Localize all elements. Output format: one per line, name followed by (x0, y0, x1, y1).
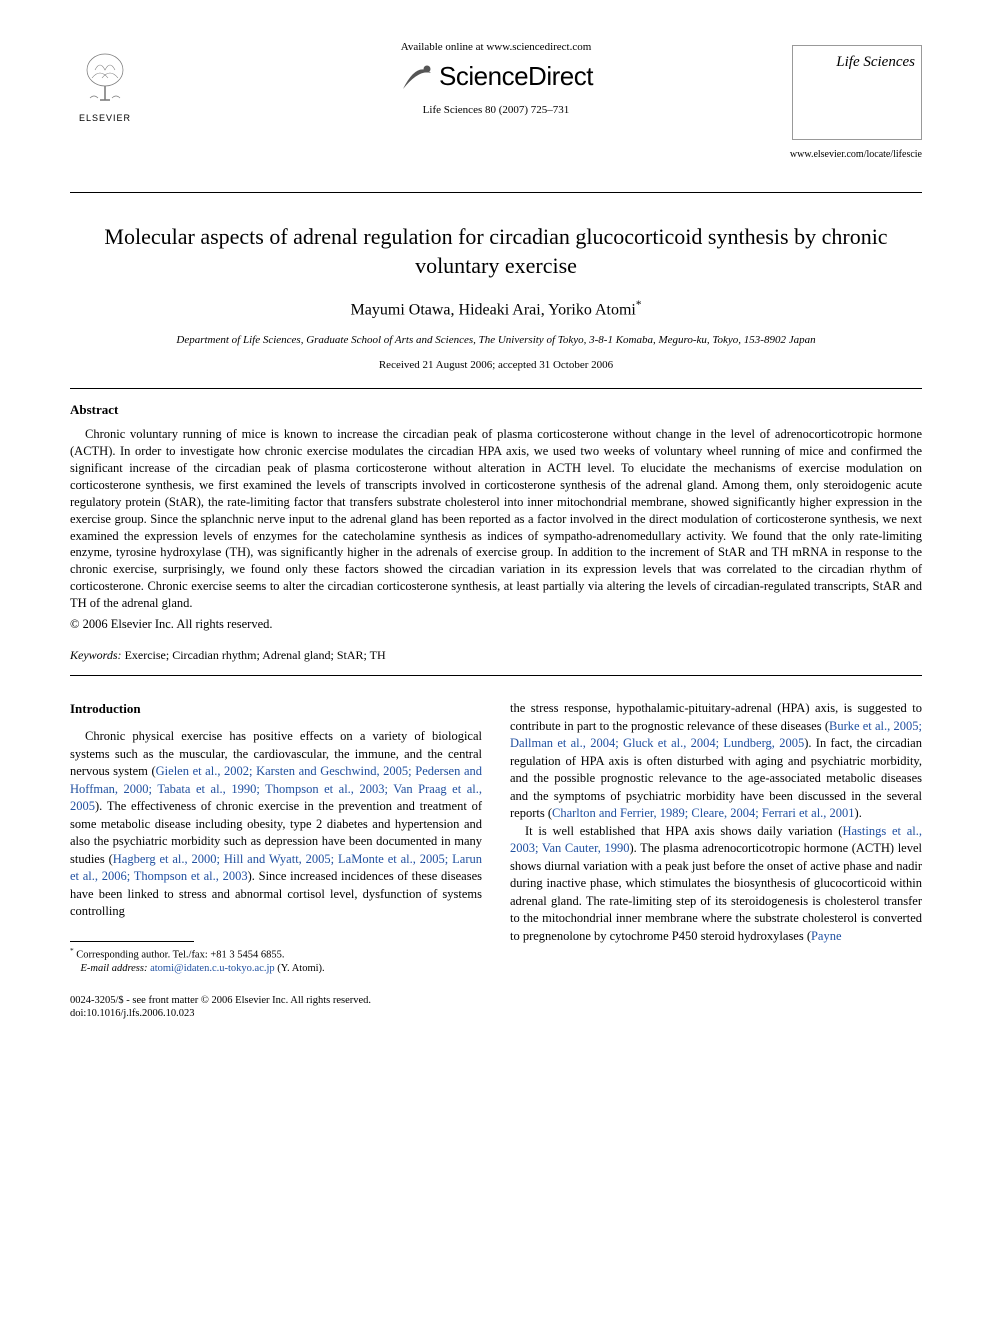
body-columns: Introduction Chronic physical exercise h… (70, 700, 922, 975)
keywords-label: Keywords: (70, 648, 122, 662)
affiliation: Department of Life Sciences, Graduate Sc… (70, 333, 922, 348)
journal-cover: Life Sciences (792, 45, 922, 140)
citation-line: Life Sciences 80 (2007) 725–731 (296, 103, 696, 118)
page-footer: 0024-3205/$ - see front matter © 2006 El… (70, 994, 922, 1021)
page-header: ELSEVIER Available online at www.science… (70, 40, 922, 180)
introduction-heading: Introduction (70, 700, 482, 718)
journal-title: Life Sciences (799, 52, 915, 72)
email-link[interactable]: atomi@idaten.c.u-tokyo.ac.jp (150, 963, 275, 974)
abstract-heading: Abstract (70, 401, 922, 419)
column-left: Introduction Chronic physical exercise h… (70, 700, 482, 975)
abstract-section: Abstract Chronic voluntary running of mi… (70, 401, 922, 663)
email-line: E-mail address: atomi@idaten.c.u-tokyo.a… (70, 962, 482, 976)
elsevier-label: ELSEVIER (70, 112, 140, 124)
citation-link[interactable]: Payne (811, 929, 842, 943)
authors-line: Mayumi Otawa, Hideaki Arai, Yoriko Atomi… (70, 298, 922, 321)
article-title: Molecular aspects of adrenal regulation … (70, 223, 922, 280)
email-attribution: (Y. Atomi). (277, 963, 324, 974)
abstract-copyright: © 2006 Elsevier Inc. All rights reserved… (70, 616, 922, 633)
sciencedirect-logo: ScienceDirect (296, 59, 696, 95)
footnote-rule (70, 941, 194, 942)
abstract-body: Chronic voluntary running of mice is kno… (70, 427, 922, 610)
journal-url: www.elsevier.com/locate/lifescie (790, 148, 922, 162)
intro-para-2: It is well established that HPA axis sho… (510, 823, 922, 946)
elsevier-tree-icon (80, 50, 130, 105)
intro-para-1: Chronic physical exercise has positive e… (70, 728, 482, 921)
footer-copyright: 0024-3205/$ - see front matter © 2006 El… (70, 994, 922, 1008)
footer-doi: doi:10.1016/j.lfs.2006.10.023 (70, 1007, 922, 1021)
intro-para-1-cont: the stress response, hypothalamic-pituit… (510, 700, 922, 823)
elsevier-logo: ELSEVIER (70, 50, 140, 124)
header-center: Available online at www.sciencedirect.co… (296, 40, 696, 118)
corresponding-marker: * (636, 299, 642, 311)
available-online-text: Available online at www.sciencedirect.co… (296, 40, 696, 55)
abstract-text: Chronic voluntary running of mice is kno… (70, 426, 922, 612)
footnotes: * Corresponding author. Tel./fax: +81 3 … (70, 946, 482, 976)
title-rule (70, 388, 922, 389)
article-dates: Received 21 August 2006; accepted 31 Oct… (70, 358, 922, 373)
sciencedirect-swoosh-icon (399, 59, 435, 95)
citation-link[interactable]: Charlton and Ferrier, 1989; Cleare, 2004… (552, 806, 855, 820)
corresponding-author-note: * Corresponding author. Tel./fax: +81 3 … (70, 946, 482, 962)
column-right: the stress response, hypothalamic-pituit… (510, 700, 922, 975)
abstract-rule (70, 675, 922, 676)
header-rule (70, 192, 922, 193)
sciencedirect-wordmark: ScienceDirect (439, 59, 593, 94)
title-block: Molecular aspects of adrenal regulation … (70, 223, 922, 373)
email-label: E-mail address: (81, 963, 148, 974)
keywords-line: Keywords: Exercise; Circadian rhythm; Ad… (70, 647, 922, 663)
keywords-list: Exercise; Circadian rhythm; Adrenal glan… (125, 648, 386, 662)
authors-text: Mayumi Otawa, Hideaki Arai, Yoriko Atomi (351, 302, 636, 319)
